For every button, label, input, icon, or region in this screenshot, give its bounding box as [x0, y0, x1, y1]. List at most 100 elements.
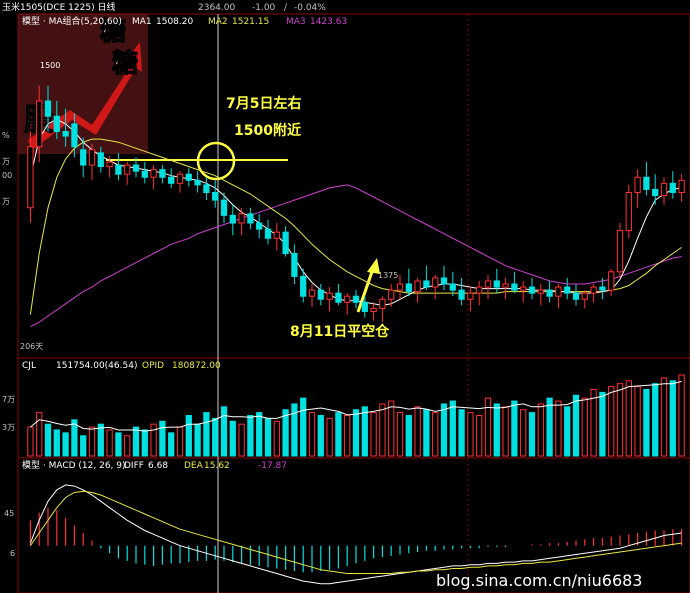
candle-body	[62, 131, 69, 137]
candle-body	[484, 280, 492, 288]
volume-bar	[176, 426, 184, 457]
candle-body	[168, 176, 175, 184]
candle-body	[634, 176, 641, 193]
annotation-1-line2: 1500附近	[234, 122, 301, 139]
candle-body	[53, 115, 60, 132]
candle-body	[115, 164, 122, 175]
candle-body	[528, 286, 536, 294]
candle-body	[44, 100, 52, 117]
header-change: -1.00	[252, 3, 276, 13]
volume-bar	[352, 409, 360, 457]
volume-bar	[273, 420, 280, 457]
volume-bar	[449, 400, 456, 457]
macd-axis-label-1: 45	[4, 509, 14, 518]
watermark: blog.sina.com.cn/niu6683	[436, 571, 642, 590]
annotation-1-line1: 7月5日左右	[226, 95, 301, 112]
macd-diff-label: DIFF	[124, 461, 144, 471]
volume-bar	[308, 412, 316, 457]
candle-body	[555, 286, 562, 297]
macd-axis-label-2: 6	[10, 549, 15, 558]
volume-bar	[115, 432, 122, 457]
price-tick-label: 1500	[40, 61, 60, 70]
annotation-arrow-icon	[356, 258, 380, 313]
volume-bar	[599, 391, 606, 457]
volume-bar	[344, 415, 351, 457]
volume-bar	[546, 397, 553, 457]
candle-body	[599, 286, 606, 291]
volume-bar	[537, 403, 544, 457]
volume-bar	[608, 386, 615, 457]
volume-bar	[572, 394, 580, 457]
volume-bar	[528, 412, 536, 457]
annotation-arrow-shaft	[356, 265, 376, 313]
candle-body	[256, 222, 263, 230]
volume-bar	[590, 388, 597, 457]
candle-body	[212, 192, 219, 201]
candle-body	[546, 289, 553, 297]
volume-bar	[238, 423, 245, 457]
volume-bar	[467, 412, 474, 457]
candle-body	[660, 182, 668, 197]
candle-body	[669, 182, 676, 194]
macd-diff-line	[29, 484, 682, 585]
ma1-label: MA1	[132, 17, 152, 27]
volume-bar	[405, 415, 412, 457]
macd-value: -17.87	[258, 461, 287, 471]
candle-body	[273, 231, 280, 239]
volume-bar	[493, 403, 500, 457]
volume-bar	[678, 374, 685, 457]
candle-body	[27, 146, 34, 209]
ma1-value: 1508.20	[156, 17, 193, 27]
volume-bar	[44, 423, 52, 457]
volume-bar	[652, 383, 659, 457]
volume-bar	[379, 403, 386, 457]
candle-body	[282, 231, 289, 254]
candle-body	[335, 292, 342, 303]
volume-bar	[150, 423, 157, 457]
candle-body	[106, 161, 113, 168]
candle-body	[572, 292, 580, 300]
annotation-arrow-head	[367, 258, 380, 274]
volume-bar	[159, 420, 166, 457]
ma3-value: 1423.63	[310, 17, 347, 27]
candle-body	[440, 277, 448, 285]
volume-axis-label-2: 3万	[2, 423, 15, 432]
candle-body	[643, 176, 650, 190]
candle-body	[678, 179, 685, 194]
ma2-line	[29, 138, 682, 315]
candle-body	[203, 184, 210, 193]
candle-body	[36, 100, 43, 148]
volume-bar	[212, 417, 219, 457]
volume-opid-value: 180872.00	[172, 361, 221, 371]
candle-body	[405, 283, 412, 293]
volume-bar	[124, 435, 131, 457]
volume-bar	[80, 435, 87, 457]
annotation-circle	[196, 141, 236, 181]
volume-bar	[36, 412, 43, 457]
volume-bar	[432, 412, 439, 457]
candle-body	[229, 214, 236, 224]
candle-body	[88, 149, 96, 166]
candle-body	[449, 283, 456, 291]
macd-diff-value: 6.68	[148, 461, 168, 471]
volume-bar	[106, 429, 113, 457]
candle-body	[423, 280, 430, 288]
volume-bar	[300, 397, 307, 457]
volume-bar	[669, 380, 676, 457]
volume-bar	[484, 397, 492, 457]
volume-bar	[458, 409, 465, 457]
volume-bar	[581, 397, 588, 457]
candle-body	[264, 228, 272, 239]
volume-bar	[168, 432, 175, 457]
volume-bar	[511, 400, 518, 457]
candle-body	[132, 164, 140, 172]
candle-body	[370, 307, 377, 312]
ma3-label: MA3	[286, 17, 306, 27]
candle-body	[185, 173, 192, 181]
volume-bar	[185, 415, 192, 457]
candle-body	[220, 199, 228, 216]
volume-bar	[194, 423, 201, 457]
candle-body	[493, 280, 500, 288]
candle-body	[361, 301, 368, 312]
